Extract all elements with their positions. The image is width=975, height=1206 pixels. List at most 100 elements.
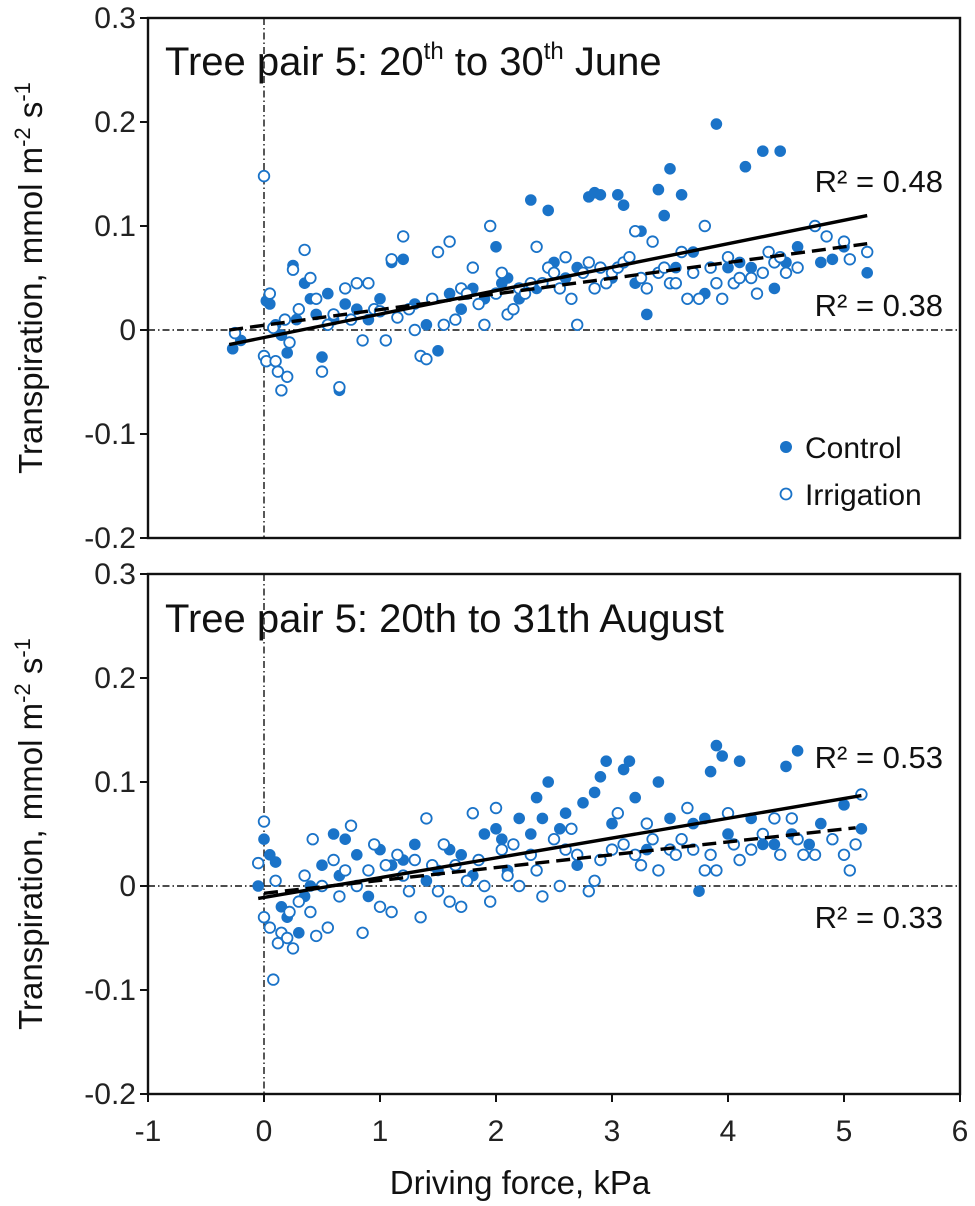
irrigation-point (605, 843, 619, 856)
control-point (600, 755, 612, 767)
control-point (525, 828, 537, 840)
control-point (322, 287, 334, 300)
control-point (559, 807, 572, 819)
control-point (374, 293, 386, 305)
irrigation-point (391, 311, 404, 324)
control-point (588, 786, 601, 799)
irrigation-point (267, 973, 280, 986)
control-point (664, 163, 676, 175)
irrigation-point (495, 266, 509, 280)
control-point (861, 267, 873, 279)
irrigation-point (431, 245, 445, 259)
control-point (496, 833, 508, 845)
irrigation-point (298, 869, 311, 882)
irrigation-point (582, 256, 596, 269)
r2-label-irrigation-june: R² = 0.38 (815, 288, 943, 323)
irrigation-point (466, 261, 480, 274)
y-axis-title-june: Transpiration, mmol m-2 s-1 (10, 82, 49, 474)
irrigation-point (402, 885, 416, 898)
irrigation-point (762, 245, 775, 259)
irrigation-point (373, 900, 387, 914)
control-point (664, 812, 676, 825)
irrigation-point (484, 895, 497, 908)
control-point (641, 308, 653, 321)
irrigation-point (582, 885, 596, 898)
control-point (594, 771, 607, 783)
x-axis-ticks: -1 0 1 2 3 4 5 6 (135, 1094, 968, 1148)
control-point (490, 241, 502, 253)
irrigation-point (449, 313, 462, 326)
control-point (269, 856, 282, 868)
irrigation-point (779, 266, 793, 280)
irrigation-point (478, 879, 491, 893)
control-point (658, 209, 670, 222)
control-point (513, 812, 525, 825)
control-point (293, 927, 305, 939)
control-point (623, 755, 636, 767)
control-point (612, 189, 624, 201)
irrigation-point (588, 282, 601, 295)
control-point (722, 261, 734, 274)
control-point (554, 823, 566, 835)
irrigation-point (489, 801, 503, 815)
control-point (327, 828, 340, 840)
irrigation-fit-line-june (228, 241, 868, 332)
control-point (316, 351, 328, 363)
irrigation-point (286, 942, 300, 955)
irrigation-point (356, 334, 369, 347)
control-point (530, 791, 543, 804)
irrigation-point (350, 277, 364, 290)
irrigation-point (333, 381, 346, 394)
control-point (855, 823, 868, 835)
irrigation-point (344, 819, 358, 832)
y-tick-label: -0.1 (84, 418, 136, 451)
irrigation-point (437, 838, 451, 851)
irrigation-point (379, 334, 393, 347)
control-point (594, 189, 607, 201)
control-point (281, 347, 294, 359)
irrigation-point (530, 864, 543, 877)
irrigation-point (571, 318, 584, 332)
control-point (432, 345, 444, 357)
panel-title-june: Tree pair 5: 20th to 30th June (165, 38, 662, 84)
irrigation-point (698, 219, 712, 233)
irrigation-point (733, 271, 746, 285)
y-axis-title-august: Transpiration, mmol m-2 s-1 (10, 638, 49, 1030)
y-tick-label: 0 (119, 870, 136, 903)
control-point (443, 287, 456, 300)
control-point (768, 838, 781, 851)
control-point (780, 760, 792, 773)
fit-lines-june (228, 213, 868, 347)
y-tick-label: -0.2 (84, 522, 136, 555)
irrigation-point (837, 848, 851, 862)
irrigation-point (797, 848, 810, 862)
irrigation-point (565, 822, 578, 836)
irrigation-point (315, 365, 329, 378)
fit-lines-august (257, 793, 862, 901)
irrigation-point (269, 874, 282, 888)
irrigation-point (820, 230, 833, 243)
control-point (774, 145, 786, 157)
irrigation-point (339, 282, 352, 295)
control-point (542, 204, 554, 217)
irrigation-point (472, 297, 485, 311)
irrigation-point (861, 245, 874, 259)
irrigation-point (721, 251, 735, 264)
control-point (838, 799, 850, 811)
control-fit-line-june (228, 213, 868, 347)
irrigation-point (455, 900, 468, 914)
irrigation-point (391, 848, 404, 862)
irrigation-point (339, 864, 352, 877)
control-point (693, 885, 705, 897)
irrigation-point (826, 833, 839, 846)
x-tick-label: 1 (372, 1115, 389, 1148)
irrigation-point (553, 879, 567, 893)
irrigation-point (750, 287, 764, 300)
legend-control-marker (780, 441, 792, 453)
control-point (652, 776, 665, 788)
irrigation-point (281, 931, 294, 945)
control-point (629, 791, 641, 804)
irrigation-point (547, 833, 561, 846)
control-point (264, 298, 276, 310)
